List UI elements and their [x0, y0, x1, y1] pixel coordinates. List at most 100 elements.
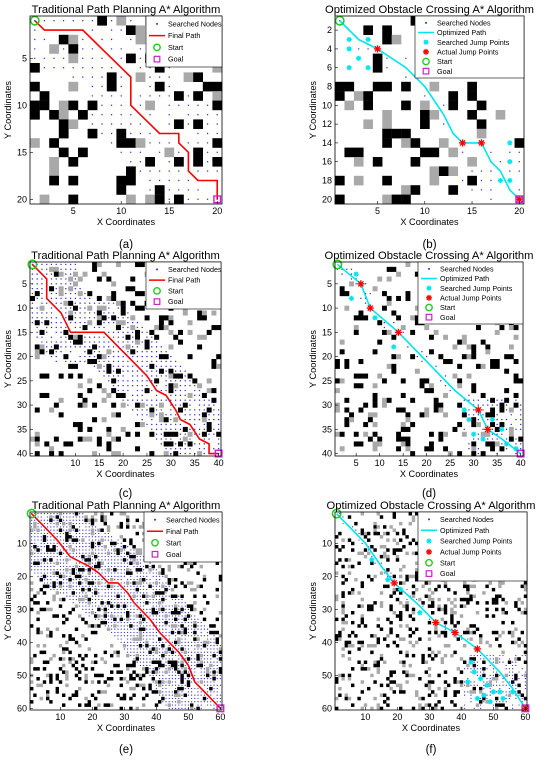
legend-label: Final Path [168, 31, 200, 40]
searched-jump-point [465, 679, 470, 684]
searched-jump-point [471, 432, 476, 437]
legend-marker-actual-jump [426, 549, 432, 555]
chart-title: Traditional Path Planning A* Algorithm [32, 4, 221, 16]
y-tick-label: 2 [327, 25, 332, 35]
x-tick-label: 5 [375, 206, 380, 216]
searched-jump-point [488, 699, 493, 704]
y-tick-label: 18 [322, 176, 332, 186]
y-axis-label: Y Coordinates [3, 81, 13, 139]
legend-marker-searched-jump [426, 538, 431, 543]
searched-jump-point [356, 56, 361, 61]
legend-marker-actual-jump [423, 49, 429, 55]
y-tick-label: 50 [322, 670, 332, 680]
legend-label: Start [166, 538, 181, 547]
y-tick-label: 20 [322, 352, 332, 362]
x-tick-label: 15 [94, 458, 104, 468]
y-tick-label: 30 [322, 604, 332, 614]
searched-jump-point [391, 344, 396, 349]
searched-jump-point [417, 610, 422, 615]
legend-label: Optimized Path [437, 28, 486, 37]
searched-jump-point [347, 65, 352, 70]
y-tick-label: 30 [17, 400, 27, 410]
legend-marker-searched-jump [423, 40, 428, 45]
legend-label: Searched Nodes [166, 515, 220, 524]
y-tick-label: 30 [322, 400, 332, 410]
actual-jump-point [374, 45, 381, 52]
x-tick-label: 10 [70, 458, 80, 468]
actual-jump-point [475, 406, 482, 413]
y-tick-label: 6 [327, 63, 332, 73]
legend-label: Searched Jump Points [440, 284, 513, 293]
y-tick-label: 40 [17, 449, 27, 459]
actual-jump-point [367, 304, 374, 311]
searched-jump-point [472, 669, 477, 674]
y-tick-label: 5 [22, 53, 27, 63]
y-tick-label: 50 [17, 670, 27, 680]
legend-marker-searched-jump [426, 286, 431, 291]
x-tick-label: 20 [422, 458, 432, 468]
legend-label: Goal [440, 313, 456, 322]
x-tick-label: 5 [71, 206, 76, 216]
y-axis-label: Y Coordinates [308, 582, 318, 640]
searched-jump-point [347, 37, 352, 42]
y-tick-label: 60 [322, 703, 332, 713]
y-axis-label: Y Coordinates [3, 330, 13, 388]
searched-jump-point [490, 417, 495, 422]
x-tick-label: 5 [354, 458, 359, 468]
searched-jump-point [369, 557, 374, 562]
x-tick-label: 10 [375, 458, 385, 468]
legend-label: Start [168, 286, 183, 295]
searched-jump-point [365, 37, 370, 42]
legend-label: Searched Nodes [440, 264, 494, 273]
y-axis-label: Y Coordinates [308, 330, 318, 388]
chart-title: Optimized Obstacle Crossing A* Algorithm [325, 4, 534, 16]
y-tick-label: 14 [322, 138, 332, 148]
searched-jump-point [481, 693, 486, 698]
searched-jump-point [478, 676, 483, 681]
legend-label: Optimized Path [440, 274, 489, 283]
x-tick-label: 10 [55, 712, 65, 722]
y-tick-label: 40 [17, 637, 27, 647]
legend-label: Start [168, 43, 183, 52]
y-tick-label: 10 [17, 100, 27, 110]
actual-jump-point [357, 280, 364, 287]
searched-jump-point [354, 272, 359, 277]
x-tick-label: 25 [445, 458, 455, 468]
x-tick-label: 15 [164, 206, 174, 216]
panel-label: (d) [422, 488, 436, 500]
legend-label: Start [437, 57, 452, 66]
legend-label: Goal [168, 297, 184, 306]
y-tick-label: 5 [22, 279, 27, 289]
x-axis-label: X Coordinates [402, 723, 461, 733]
chart-title: Traditional Path Planning A* Algorithm [32, 500, 221, 512]
searched-jump-point [365, 65, 370, 70]
legend-label: Searched Nodes [168, 19, 222, 28]
legend-label: Optimized Path [440, 526, 489, 535]
legend-label: Goal [440, 569, 456, 578]
legend-label: Actual Jump Points [440, 293, 502, 302]
searched-jump-point [497, 689, 502, 694]
searched-jump-point [466, 417, 471, 422]
actual-jump-point [451, 629, 458, 636]
y-tick-label: 10 [322, 303, 332, 313]
panel-label: (c) [119, 488, 133, 500]
actual-jump-point [484, 426, 491, 433]
x-tick-label: 40 [214, 458, 224, 468]
legend-item: Searched Jump Points [423, 38, 509, 47]
x-tick-label: 60 [520, 712, 530, 722]
y-tick-label: 4 [327, 44, 332, 54]
y-tick-label: 5 [327, 279, 332, 289]
x-tick-label: 10 [360, 712, 370, 722]
x-tick-label: 50 [183, 712, 193, 722]
x-axis-label: X Coordinates [400, 217, 459, 227]
